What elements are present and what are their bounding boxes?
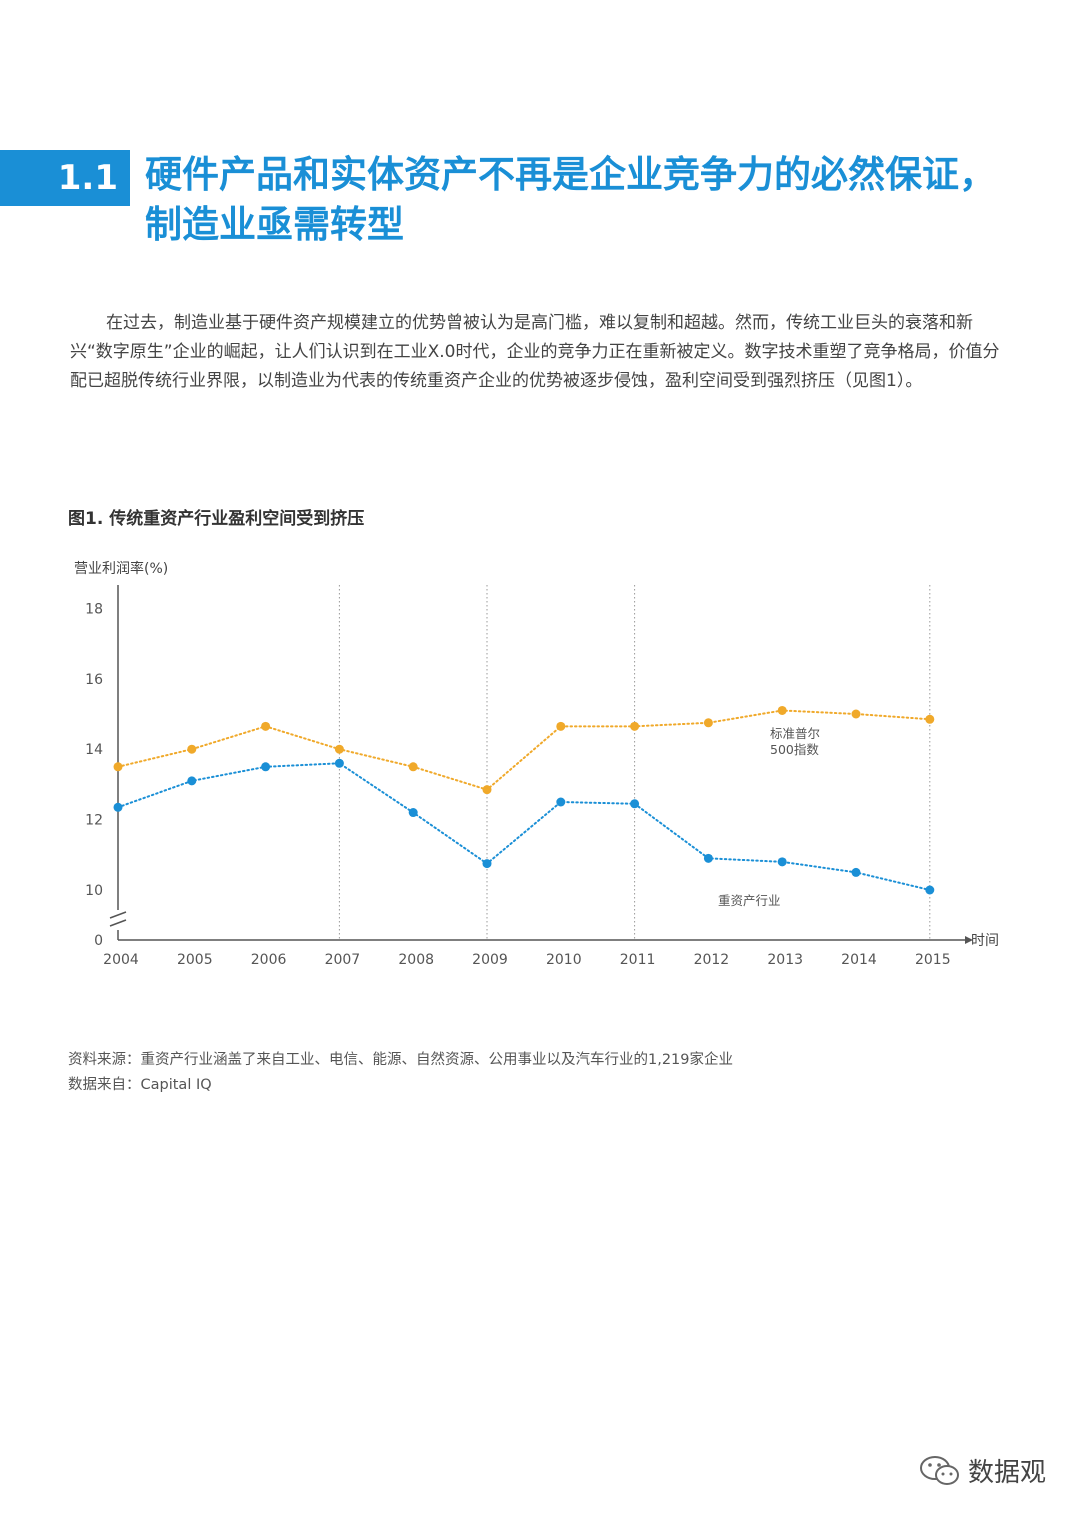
x-tick-label: 2015 xyxy=(915,952,951,968)
y-axis-title: 营业利润率(%) xyxy=(74,560,168,577)
point-0-2012 xyxy=(703,718,713,728)
point-0-2005 xyxy=(187,744,197,754)
series xyxy=(113,705,935,895)
watermark: 数据观 xyxy=(918,1452,1046,1489)
series-line-1 xyxy=(117,762,931,891)
wechat-icon xyxy=(920,1455,959,1485)
series-label-0: 标准普尔 xyxy=(770,726,820,741)
x-tick-label: 2011 xyxy=(620,952,656,968)
y-tick-label: 0 xyxy=(94,933,103,949)
section-number: 1.1 xyxy=(0,150,130,206)
point-1-2005 xyxy=(187,776,197,786)
point-0-2014 xyxy=(851,709,861,719)
x-tick-label: 2006 xyxy=(251,952,287,968)
point-1-2013 xyxy=(777,857,787,867)
data-source: 数据来自：Capital IQ xyxy=(68,1077,212,1093)
point-1-2009 xyxy=(482,859,492,869)
x-tick-label: 2008 xyxy=(398,952,434,968)
figure-title: 图1. 传统重资产行业盈利空间受到挤压 xyxy=(68,509,365,529)
watermark-text: 数据观 xyxy=(968,1458,1047,1488)
series-label-0: 500指数 xyxy=(770,742,819,757)
x-tick-label: 2013 xyxy=(767,952,803,968)
source-note: 资料来源：重资产行业涵盖了来自工业、电信、能源、自然资源、公用事业以及汽车行业的… xyxy=(68,1052,734,1068)
x-tick-label: 2014 xyxy=(841,952,877,968)
section-header: 1.1 硬件产品和实体资产不再是企业竞争力的必然保证， 制造业亟需转型 xyxy=(0,150,1080,260)
point-1-2014 xyxy=(851,867,861,877)
axes: 0 10 12 14 16 18 2004 2005 2006 2007 2008 2009 2010 2… xyxy=(74,560,999,968)
series-line-0 xyxy=(117,709,931,791)
point-0-2010 xyxy=(556,721,566,731)
point-0-2007 xyxy=(334,744,344,754)
y-tick-label: 12 xyxy=(85,813,103,829)
line-chart: 0 10 12 14 16 18 2004 2005 2006 2007 2008 2009 2010 2… xyxy=(74,560,999,968)
point-0-2013 xyxy=(777,705,787,715)
section-title-line1: 硬件产品和实体资产不再是企业竞争力的必然保证， xyxy=(145,153,996,196)
x-tick-label: 2007 xyxy=(325,952,361,968)
vertical-gridlines xyxy=(338,585,931,940)
x-tick-label: 2005 xyxy=(177,952,213,968)
x-axis-arrow xyxy=(965,936,973,944)
body-paragraph: 在过去，制造业基于硬件资产规模建立的优势曾被认为是高门槛，难以复制和超越。然而，… xyxy=(70,313,1000,391)
y-tick-label: 18 xyxy=(85,601,103,617)
section-title-line2: 制造业亟需转型 xyxy=(145,203,404,246)
point-1-2012 xyxy=(703,853,713,863)
point-0-2004 xyxy=(113,762,123,772)
point-0-2011 xyxy=(630,721,640,731)
point-1-2004 xyxy=(113,802,123,812)
point-1-2006 xyxy=(261,762,271,772)
y-tick-label: 16 xyxy=(85,672,103,688)
x-tick-label: 2012 xyxy=(694,952,730,968)
y-tick-label: 10 xyxy=(85,883,103,899)
section-title: 硬件产品和实体资产不再是企业竞争力的必然保证， 制造业亟需转型 xyxy=(145,150,1025,250)
point-0-2008 xyxy=(408,762,418,772)
y-axis-break xyxy=(109,911,127,927)
x-tick-label: 2010 xyxy=(546,952,582,968)
point-0-2009 xyxy=(482,785,492,795)
point-0-2006 xyxy=(261,721,271,731)
series-label-1: 重资产行业 xyxy=(718,893,781,908)
x-axis-title: 时间 xyxy=(971,933,999,949)
footnotes: 资料来源：重资产行业涵盖了来自工业、电信、能源、自然资源、公用事业以及汽车行业的… xyxy=(68,1048,733,1098)
point-1-2007 xyxy=(334,758,344,768)
x-tick-label: 2009 xyxy=(472,952,508,968)
y-tick-label: 14 xyxy=(85,742,103,758)
point-0-2015 xyxy=(925,714,935,724)
point-1-2015 xyxy=(925,885,935,895)
point-1-2010 xyxy=(556,797,566,807)
point-1-2011 xyxy=(630,799,640,809)
point-1-2008 xyxy=(408,808,418,818)
x-tick-label: 2004 xyxy=(103,952,139,968)
